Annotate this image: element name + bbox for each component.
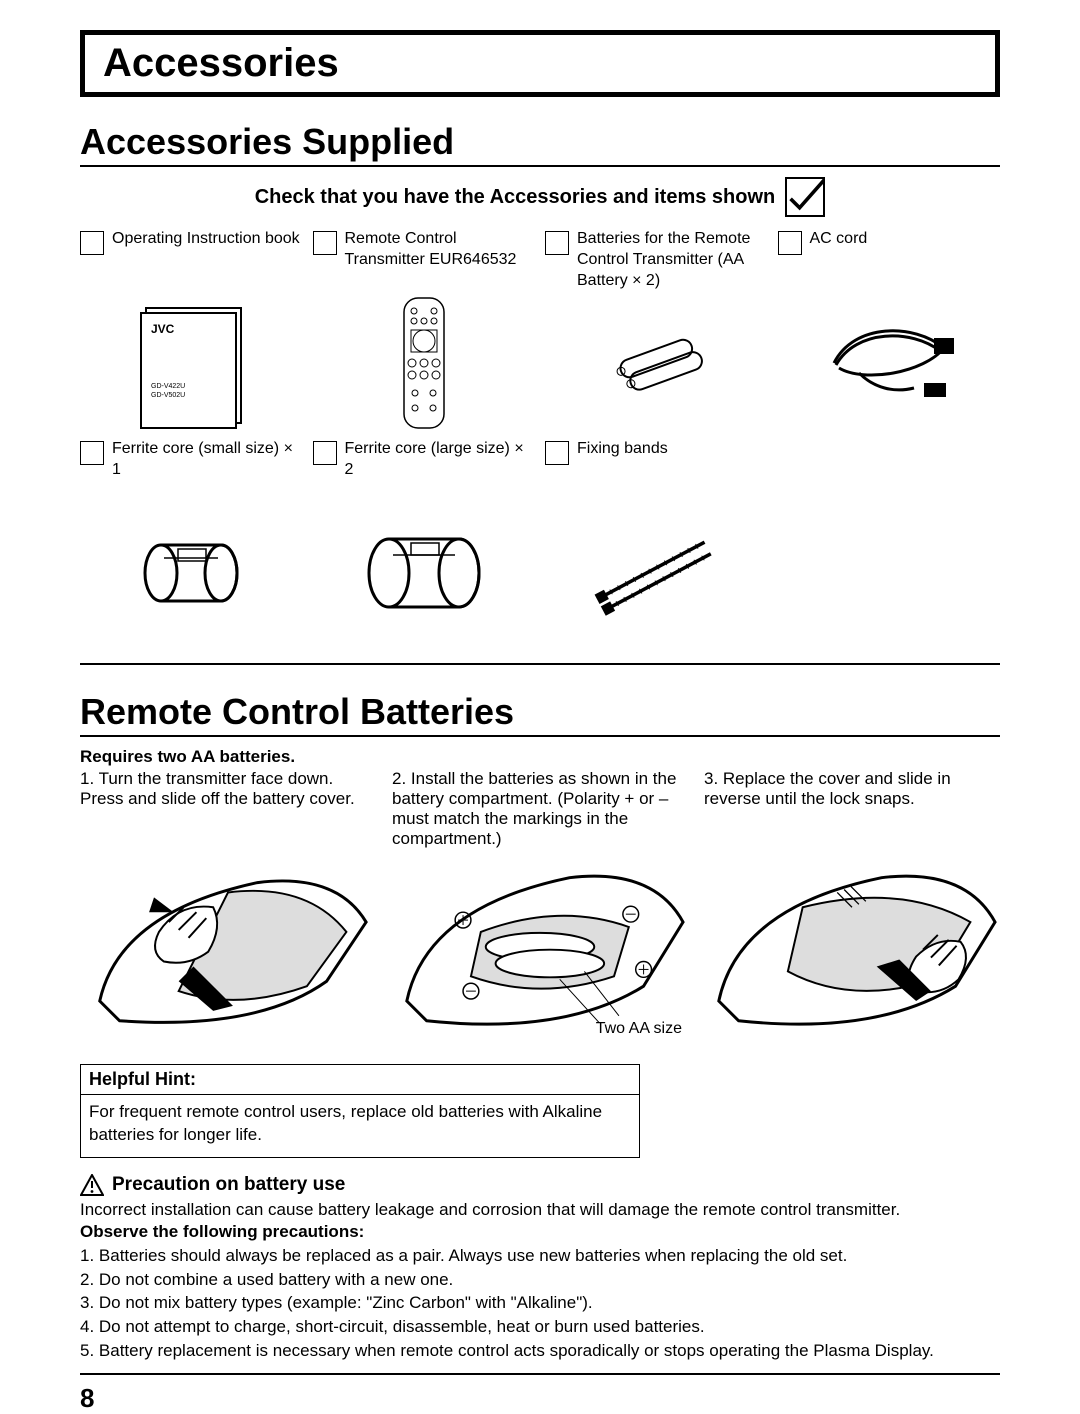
- ferrite-small-icon: [116, 503, 266, 643]
- precaution-heading: Precaution on battery use: [80, 1174, 1000, 1196]
- precaution-title: Precaution on battery use: [112, 1174, 345, 1196]
- check-subtitle: Check that you have the Accessories and …: [255, 186, 776, 209]
- prec-item: 3. Do not mix battery types (example: "Z…: [80, 1291, 1000, 1315]
- checkbox-icon: [80, 231, 104, 255]
- accessory-item: AC cord: [778, 229, 1001, 435]
- accessory-item: Remote Control Transmitter EUR646532: [313, 229, 536, 435]
- page-title: Accessories: [103, 41, 977, 86]
- ac-cord-icon: [814, 293, 964, 433]
- accessory-item: Operating Instruction book JVC GD-V422U …: [80, 229, 303, 435]
- accessories-supplied-heading: Accessories Supplied: [80, 121, 1000, 167]
- precaution-intro: Incorrect installation can cause battery…: [80, 1200, 1000, 1220]
- acc-label: Fixing bands: [577, 439, 668, 460]
- prec-item: 1. Batteries should always be replaced a…: [80, 1244, 1000, 1268]
- accessory-item: Fixing bands: [545, 439, 768, 643]
- accessories-grid: Operating Instruction book JVC GD-V422U …: [80, 229, 1000, 665]
- checkbox-icon: [80, 441, 104, 465]
- page-footer: 8: [80, 1373, 1000, 1414]
- requires-text: Requires two AA batteries.: [80, 747, 1000, 767]
- checkbox-icon: [313, 441, 337, 465]
- acc-label: Operating Instruction book: [112, 229, 300, 250]
- acc-label: Ferrite core (large size) × 2: [345, 439, 536, 481]
- helpful-hint-box: Helpful Hint: For frequent remote contro…: [80, 1064, 640, 1158]
- step-2-image: Two AA size: [392, 853, 688, 1045]
- page-title-box: Accessories: [80, 30, 1000, 97]
- observe-text: Observe the following precautions:: [80, 1222, 1000, 1242]
- accessory-item: Batteries for the Remote Control Transmi…: [545, 229, 768, 435]
- acc-label: Ferrite core (small size) × 1: [112, 439, 303, 481]
- check-banner: Check that you have the Accessories and …: [80, 177, 1000, 217]
- acc-label: AC cord: [810, 229, 868, 250]
- checkbox-icon: [545, 231, 569, 255]
- book-model-2: GD-V502U: [151, 392, 185, 399]
- hint-body: For frequent remote control users, repla…: [81, 1095, 639, 1157]
- ferrite-large-icon: [349, 503, 499, 643]
- prec-item: 5. Battery replacement is necessary when…: [80, 1339, 1000, 1363]
- step-3-text: 3. Replace the cover and slide in revers…: [704, 769, 1000, 849]
- step-3-image: [704, 853, 1000, 1045]
- accessory-item: Ferrite core (large size) × 2: [313, 439, 536, 643]
- checkbox-icon: [778, 231, 802, 255]
- remote-control-icon: [349, 293, 499, 433]
- precaution-list: 1. Batteries should always be replaced a…: [80, 1244, 1000, 1363]
- accessory-item: Ferrite core (small size) × 1: [80, 439, 303, 643]
- steps-row: 1. Turn the transmitter face down. Press…: [80, 769, 1000, 849]
- warning-triangle-icon: [80, 1174, 104, 1196]
- acc-label: Batteries for the Remote Control Transmi…: [577, 229, 768, 291]
- prec-item: 4. Do not attempt to charge, short-circu…: [80, 1315, 1000, 1339]
- checkbox-icon: [545, 441, 569, 465]
- book-brand: JVC: [151, 322, 175, 336]
- step-1-text: 1. Turn the transmitter face down. Press…: [80, 769, 376, 849]
- step-1-image: [80, 853, 376, 1045]
- fixing-bands-icon: [581, 503, 731, 643]
- prec-item: 2. Do not combine a used battery with a …: [80, 1268, 1000, 1292]
- page-number: 8: [80, 1383, 94, 1413]
- remote-batteries-heading: Remote Control Batteries: [80, 691, 1000, 737]
- batteries-icon: [581, 295, 731, 435]
- manual-book-icon: JVC GD-V422U GD-V502U: [116, 293, 266, 433]
- acc-label: Remote Control Transmitter EUR646532: [345, 229, 536, 271]
- step-images-row: Two AA size: [80, 853, 1000, 1045]
- checkmark-box-icon: [785, 177, 825, 217]
- step-2-text: 2. Install the batteries as shown in the…: [392, 769, 688, 849]
- book-model-1: GD-V422U: [151, 383, 185, 390]
- checkbox-icon: [313, 231, 337, 255]
- hint-title: Helpful Hint:: [81, 1065, 639, 1095]
- two-aa-label: Two AA size: [596, 1020, 682, 1038]
